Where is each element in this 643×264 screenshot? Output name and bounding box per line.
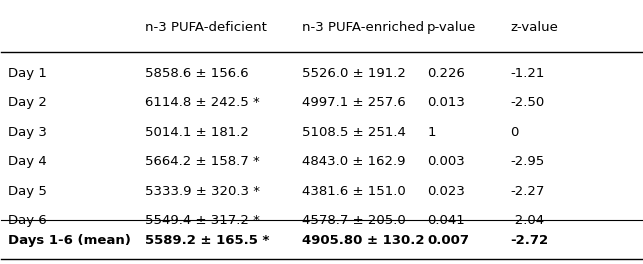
Text: p-value: p-value [427,21,476,34]
Text: 5526.0 ± 191.2: 5526.0 ± 191.2 [302,67,406,80]
Text: 4578.7 ± 205.0: 4578.7 ± 205.0 [302,214,406,227]
Text: z-value: z-value [511,21,558,34]
Text: 5664.2 ± 158.7 *: 5664.2 ± 158.7 * [145,155,260,168]
Text: -2.95: -2.95 [511,155,545,168]
Text: 0.041: 0.041 [427,214,465,227]
Text: 0: 0 [511,126,519,139]
Text: 0.013: 0.013 [427,96,465,109]
Text: Day 4: Day 4 [8,155,46,168]
Text: 5014.1 ± 181.2: 5014.1 ± 181.2 [145,126,249,139]
Text: 1: 1 [427,126,436,139]
Text: 4905.80 ± 130.2: 4905.80 ± 130.2 [302,234,425,247]
Text: n-3 PUFA-deficient: n-3 PUFA-deficient [145,21,267,34]
Text: -2.72: -2.72 [511,234,548,247]
Text: 5589.2 ± 165.5 *: 5589.2 ± 165.5 * [145,234,270,247]
Text: 0.003: 0.003 [427,155,465,168]
Text: Day 1: Day 1 [8,67,47,80]
Text: n-3 PUFA-enriched: n-3 PUFA-enriched [302,21,424,34]
Text: 4843.0 ± 162.9: 4843.0 ± 162.9 [302,155,406,168]
Text: 5333.9 ± 320.3 *: 5333.9 ± 320.3 * [145,185,260,198]
Text: 6114.8 ± 242.5 *: 6114.8 ± 242.5 * [145,96,260,109]
Text: -2.27: -2.27 [511,185,545,198]
Text: -2.04: -2.04 [511,214,545,227]
Text: 5549.4 ± 317.2 *: 5549.4 ± 317.2 * [145,214,260,227]
Text: 0.226: 0.226 [427,67,465,80]
Text: Day 2: Day 2 [8,96,47,109]
Text: -2.50: -2.50 [511,96,545,109]
Text: -1.21: -1.21 [511,67,545,80]
Text: 5108.5 ± 251.4: 5108.5 ± 251.4 [302,126,406,139]
Text: Days 1-6 (mean): Days 1-6 (mean) [8,234,131,247]
Text: 0.023: 0.023 [427,185,465,198]
Text: 4997.1 ± 257.6: 4997.1 ± 257.6 [302,96,406,109]
Text: 4381.6 ± 151.0: 4381.6 ± 151.0 [302,185,406,198]
Text: Day 5: Day 5 [8,185,47,198]
Text: 0.007: 0.007 [427,234,469,247]
Text: 5858.6 ± 156.6: 5858.6 ± 156.6 [145,67,249,80]
Text: Day 3: Day 3 [8,126,47,139]
Text: Day 6: Day 6 [8,214,46,227]
